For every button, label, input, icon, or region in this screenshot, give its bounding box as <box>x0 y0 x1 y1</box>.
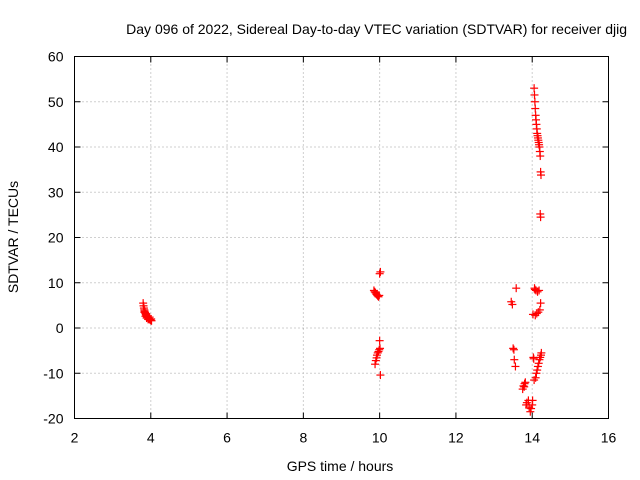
x-tick-label: 14 <box>524 430 540 446</box>
x-tick-label: 8 <box>299 430 307 446</box>
data-point <box>529 354 538 363</box>
data-points <box>139 84 546 416</box>
data-point <box>534 359 543 368</box>
data-point <box>375 291 384 300</box>
data-point <box>535 286 544 295</box>
y-tick-label: 40 <box>48 139 64 155</box>
data-point <box>512 284 521 293</box>
data-point <box>376 344 385 353</box>
data-point <box>536 299 545 308</box>
data-point <box>533 366 542 375</box>
data-point <box>509 344 518 353</box>
y-tick-label: 50 <box>48 94 64 110</box>
data-point <box>520 379 529 388</box>
x-tick-label: 10 <box>372 430 388 446</box>
data-point <box>371 360 380 369</box>
data-point <box>376 267 385 276</box>
data-point <box>530 84 539 93</box>
data-point <box>531 373 540 382</box>
x-tick-label: 12 <box>448 430 464 446</box>
y-tick-label: -10 <box>43 365 63 381</box>
y-axis-label: SDTVAR / TECUs <box>5 181 21 293</box>
data-point <box>140 308 149 317</box>
data-point <box>510 355 519 364</box>
y-tick-label: 10 <box>48 275 64 291</box>
data-point <box>528 396 537 405</box>
data-point <box>530 97 539 106</box>
data-point <box>536 152 545 161</box>
data-point <box>375 345 384 354</box>
x-tick-label: 6 <box>223 430 231 446</box>
x-tick-label: 4 <box>147 430 155 446</box>
y-tick-label: -20 <box>43 411 63 427</box>
y-tick-label: 30 <box>48 184 64 200</box>
data-point <box>521 378 530 387</box>
data-point <box>511 362 520 371</box>
x-axis-label: GPS time / hours <box>287 458 394 474</box>
data-point <box>374 292 383 301</box>
data-point <box>531 104 540 113</box>
data-point <box>533 287 542 296</box>
axis-ticks <box>74 56 609 419</box>
data-point <box>536 213 545 222</box>
data-point <box>508 300 517 309</box>
y-tick-label: 60 <box>48 49 64 65</box>
data-point <box>530 90 539 99</box>
data-point <box>537 348 546 357</box>
data-point <box>527 404 536 413</box>
data-point <box>509 345 518 354</box>
chart-title: Day 096 of 2022, Sidereal Day-to-day VTE… <box>126 21 627 37</box>
data-point <box>375 269 384 278</box>
data-point <box>376 371 385 380</box>
x-tick-label: 2 <box>71 430 79 446</box>
data-point <box>536 171 545 180</box>
x-tick-label: 16 <box>601 430 617 446</box>
grid-lines <box>74 56 609 419</box>
y-tick-label: 0 <box>56 320 64 336</box>
data-point <box>535 305 544 314</box>
data-point <box>375 336 384 345</box>
data-point <box>147 314 156 323</box>
tick-labels: 2 4 6 8 10 12 14 16 -20 -10 0 10 20 30 40 50 60 <box>43 49 616 446</box>
y-tick-label: 20 <box>48 230 64 246</box>
data-point <box>145 313 154 322</box>
